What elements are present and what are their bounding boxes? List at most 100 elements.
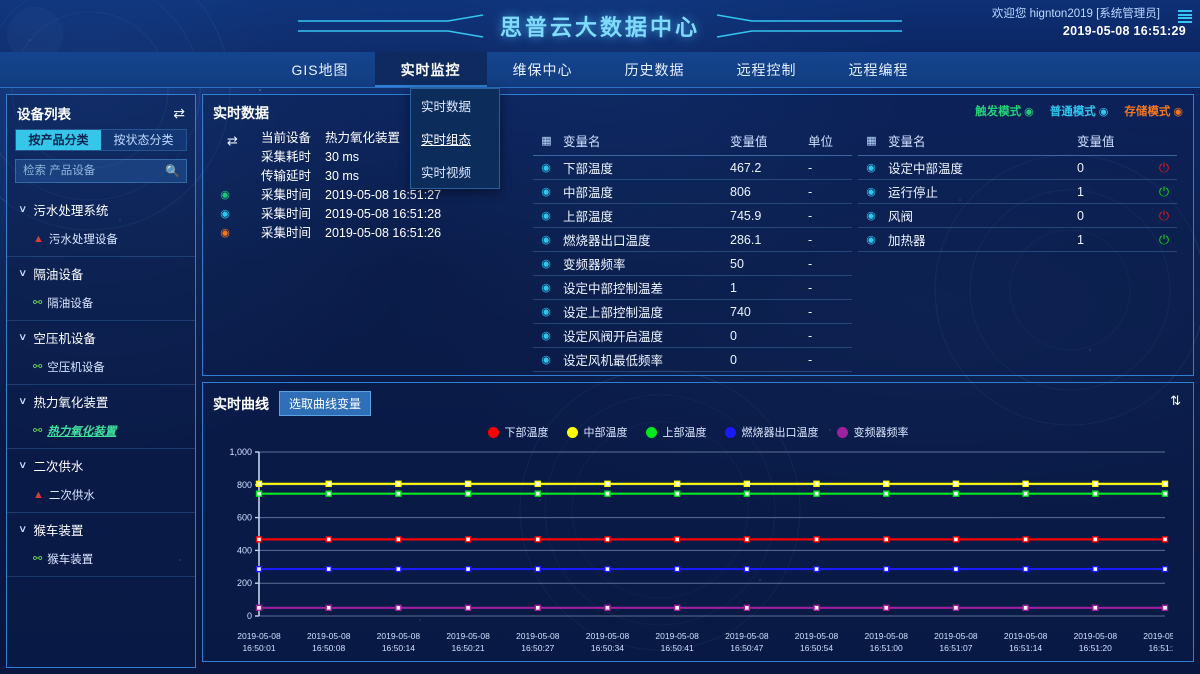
chart-data-point[interactable] [604, 536, 611, 543]
tree-child-oil-separator-device[interactable]: ⚯ 隔油设备 [7, 290, 195, 321]
chart-data-point[interactable] [534, 536, 541, 543]
chart-data-point[interactable] [255, 565, 263, 573]
chart-data-point[interactable] [952, 480, 960, 488]
tab-gis-map[interactable]: GIS地图 [291, 61, 349, 78]
tab-remote-programming[interactable]: 远程编程 [848, 61, 909, 78]
target-dot-icon[interactable]: ◉ [541, 186, 551, 198]
legend-item-3[interactable]: 燃烧器出口温度 [724, 424, 819, 440]
chart-data-point[interactable] [464, 480, 472, 488]
power-toggle-icon[interactable]: ⏻ [1158, 231, 1170, 247]
chart-data-point[interactable] [1022, 604, 1029, 612]
target-dot-icon[interactable]: ◉ [866, 234, 876, 246]
tab-maintenance-center[interactable]: 维保中心 [512, 61, 573, 78]
chart-data-point[interactable] [255, 480, 263, 488]
target-dot-icon[interactable]: ◉ [541, 162, 551, 174]
tree-parent-oil-separator[interactable]: ∨ 隔油设备 [7, 257, 195, 290]
chart-data-point[interactable] [534, 490, 541, 497]
power-toggle-icon[interactable]: ⏻ [1158, 159, 1170, 175]
chart-data-point[interactable] [464, 536, 472, 543]
swap-arrows-icon[interactable]: ⇄ [227, 133, 238, 148]
chart-data-point[interactable] [883, 565, 890, 573]
tab-remote-control[interactable]: 远程控制 [736, 61, 797, 78]
chart-data-point[interactable] [883, 604, 890, 612]
chart-data-point[interactable] [1161, 604, 1169, 612]
chart-data-point[interactable] [673, 480, 681, 488]
chart-data-point[interactable] [604, 490, 611, 497]
tree-child-air-compressor-device[interactable]: ⚯ 空压机设备 [7, 354, 195, 385]
chart-data-point[interactable] [673, 565, 681, 573]
chart-data-point[interactable] [1092, 604, 1099, 612]
chart-data-point[interactable] [883, 490, 890, 497]
target-dot-icon[interactable]: ◉ [541, 210, 551, 222]
power-toggle-icon[interactable]: ⏻ [1158, 183, 1170, 199]
chart-data-point[interactable] [1092, 480, 1099, 488]
chart-data-point[interactable] [813, 480, 820, 488]
chart-data-point[interactable] [534, 480, 541, 488]
target-dot-icon[interactable]: ◉ [541, 282, 551, 294]
chart-data-point[interactable] [1161, 565, 1169, 573]
chart-data-point[interactable] [1092, 565, 1099, 573]
swap-arrows-icon[interactable]: ⇄ [173, 105, 185, 121]
chart-data-point[interactable] [673, 604, 681, 612]
chart-data-point[interactable] [604, 565, 611, 573]
dropdown-item-realtime-video[interactable]: 实时视频 [421, 166, 472, 180]
chart-data-point[interactable] [743, 565, 751, 573]
tree-child-sewage-device[interactable]: ▲ 污水处理设备 [7, 226, 195, 257]
target-dot-icon[interactable]: ◉ [541, 354, 551, 366]
tree-child-secondary-water-device[interactable]: ▲ 二次供水 [7, 482, 195, 513]
table-row[interactable]: ◉ 下部温度 467.2- [533, 155, 852, 180]
chart-data-point[interactable] [395, 536, 402, 543]
target-dot-icon[interactable]: ◉ [541, 234, 551, 246]
chart-data-point[interactable] [1092, 536, 1099, 543]
chart-data-point[interactable] [1022, 490, 1029, 497]
grid-icon[interactable]: ▦ [541, 135, 551, 147]
table-row[interactable]: ◉ 燃烧器出口温度 286.1- [533, 227, 852, 252]
chart-data-point[interactable] [813, 536, 820, 543]
chart-data-point[interactable] [1022, 536, 1029, 543]
table-row[interactable]: ◉ 加热器 1 ⏻ [858, 227, 1177, 252]
chart-data-point[interactable] [1161, 490, 1169, 497]
legend-item-4[interactable]: 变频器频率 [836, 424, 909, 440]
chart-data-point[interactable] [325, 536, 332, 543]
power-toggle-icon[interactable]: ⏻ [1158, 207, 1170, 223]
chart-data-point[interactable] [1022, 565, 1029, 573]
tree-parent-monkey-car[interactable]: ∨ 猴车装置 [7, 513, 195, 546]
search-input[interactable] [16, 160, 186, 182]
table-row[interactable]: ◉ 设定风阀开启温度 0- [533, 323, 852, 348]
chart-data-point[interactable] [883, 480, 890, 488]
chart-data-point[interactable] [534, 565, 541, 573]
legend-item-1[interactable]: 中部温度 [566, 424, 628, 440]
table-row[interactable]: ◉ 设定中部温度 0 ⏻ [858, 155, 1177, 180]
select-curve-variables-button[interactable]: 选取曲线变量 [279, 391, 372, 416]
legend-item-2[interactable]: 上部温度 [645, 424, 707, 440]
tab-realtime-monitor[interactable]: 实时监控 [374, 52, 487, 87]
chart-data-point[interactable] [813, 604, 820, 612]
list-menu-icon[interactable] [1178, 10, 1192, 23]
tree-parent-secondary-water[interactable]: ∨ 二次供水 [7, 449, 195, 482]
chart-data-point[interactable] [255, 604, 263, 612]
chart-data-point[interactable] [883, 536, 890, 543]
target-dot-icon[interactable]: ◉ [541, 306, 551, 318]
chart-data-point[interactable] [464, 604, 472, 612]
mode-trigger[interactable]: 触发模式 ◉ [975, 103, 1034, 119]
mode-normal[interactable]: 普通模式 ◉ [1050, 103, 1109, 119]
chart-data-point[interactable] [952, 565, 960, 573]
table-row[interactable]: ◉ 设定中部控制温差 1- [533, 275, 852, 300]
table-row[interactable]: ◉ 运行停止 1 ⏻ [858, 179, 1177, 204]
chart-data-point[interactable] [534, 604, 541, 612]
chart-data-point[interactable] [255, 490, 263, 497]
chart-data-point[interactable] [395, 480, 402, 488]
chart-data-point[interactable] [952, 490, 960, 497]
target-dot-icon[interactable]: ◉ [541, 258, 551, 270]
table-row[interactable]: ◉ 设定上部控制温度 740- [533, 299, 852, 324]
chart-data-point[interactable] [325, 490, 332, 497]
table-row[interactable]: ◉ 中部温度 806- [533, 179, 852, 204]
table-row[interactable]: ◉ 风阀 0 ⏻ [858, 203, 1177, 228]
chart-data-point[interactable] [1022, 480, 1029, 488]
grid-icon[interactable]: ▦ [866, 135, 876, 147]
tab-history-data[interactable]: 历史数据 [624, 61, 685, 78]
search-icon[interactable]: 🔍 [165, 164, 180, 178]
chart-data-point[interactable] [325, 604, 332, 612]
chart-data-point[interactable] [813, 490, 820, 497]
mode-storage[interactable]: 存储模式 ◉ [1124, 103, 1183, 119]
